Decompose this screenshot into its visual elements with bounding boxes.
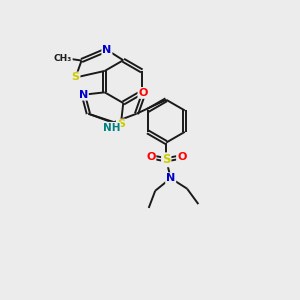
Text: O: O xyxy=(138,88,148,98)
Text: S: S xyxy=(162,153,170,166)
Text: N: N xyxy=(166,173,175,183)
Text: S: S xyxy=(117,119,125,129)
Text: CH₃: CH₃ xyxy=(54,54,72,63)
Text: N: N xyxy=(79,90,88,100)
Text: NH: NH xyxy=(103,123,120,133)
Text: S: S xyxy=(72,73,80,82)
Text: O: O xyxy=(177,152,186,162)
Text: O: O xyxy=(146,152,155,162)
Text: N: N xyxy=(102,45,112,55)
